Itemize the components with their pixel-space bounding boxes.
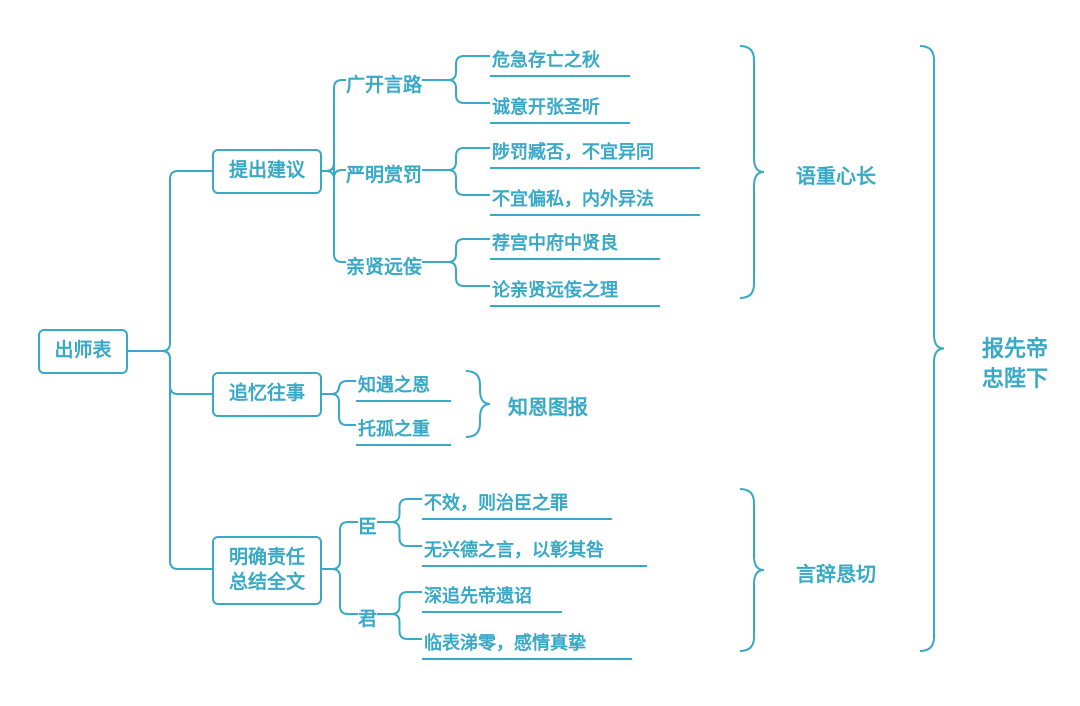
branch-box-0-line-0: 提出建议	[229, 160, 305, 181]
final-line-1: 忠陛下	[982, 366, 1048, 391]
branch-0-sub-1-leaf-0: 陟罚臧否，不宜异同	[490, 138, 700, 169]
branch-box-0: 提出建议	[212, 149, 322, 194]
root-box-line-0: 出师表	[54, 340, 111, 361]
branch-0-sub-2-leaf-1: 论亲贤远侫之理	[490, 276, 660, 307]
branch-0-summary: 语重心长	[796, 160, 876, 189]
branch-0-sub-2-leaf-0: 荐宫中府中贤良	[490, 229, 660, 260]
branch-2-sub-0-leaf-0: 不效，则治臣之罪	[422, 489, 612, 520]
branch-0-sub-0-leaf-1: 诚意开张圣听	[490, 93, 630, 124]
branch-1-summary: 知恩图报	[508, 391, 588, 420]
final-summary: 报先帝忠陛下	[982, 334, 1048, 393]
branch-2-sub-0-leaf-1: 无兴德之言，以彰其咎	[422, 536, 647, 567]
branch-1-leaf-0: 知遇之恩	[356, 371, 451, 402]
branch-0-sub-1-label: 严明赏罚	[346, 160, 422, 187]
root-box: 出师表	[38, 329, 128, 374]
branch-1-leaf-1: 托孤之重	[356, 415, 451, 446]
branch-0-sub-1-leaf-1: 不宜偏私，内外异法	[490, 185, 700, 216]
branch-0-sub-0-label: 广开言路	[346, 70, 422, 97]
branch-box-1: 追忆往事	[212, 372, 322, 417]
branch-2-sub-1-leaf-0: 深追先帝遗诏	[422, 582, 562, 613]
branch-2-sub-0-label: 臣	[358, 512, 377, 539]
branch-2-sub-1-leaf-1: 临表涕零，感情真挚	[422, 629, 632, 660]
branch-box-1-line-0: 追忆往事	[229, 383, 305, 404]
branch-2-sub-1-label: 君	[358, 604, 377, 631]
final-line-0: 报先帝	[982, 336, 1048, 361]
branch-0-sub-0-leaf-0: 危急存亡之秋	[490, 46, 630, 77]
branch-box-2-line-0: 明确责任	[229, 547, 305, 568]
branch-2-summary: 言辞恳切	[796, 558, 876, 587]
branch-box-2: 明确责任总结全文	[212, 536, 322, 605]
branch-box-2-line-1: 总结全文	[229, 572, 305, 593]
branch-0-sub-2-label: 亲贤远侫	[346, 252, 422, 279]
